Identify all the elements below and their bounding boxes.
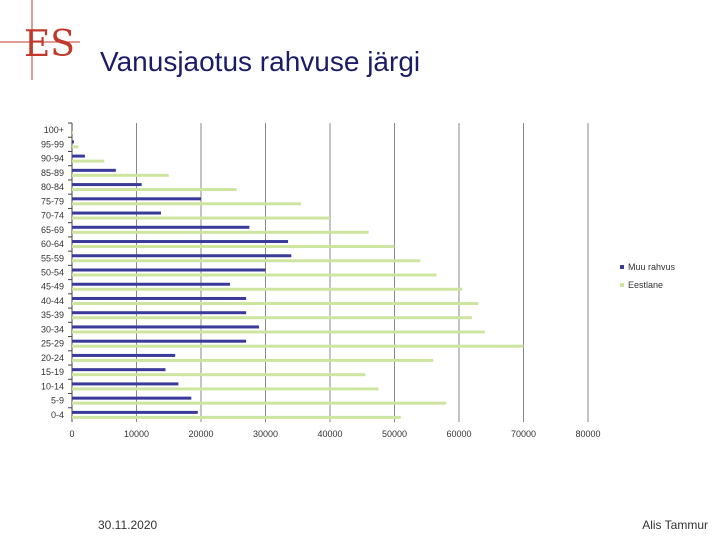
bar-eestlane: [72, 202, 301, 206]
x-tick-label: 20000: [188, 429, 213, 439]
bar-muu-rahvus: [72, 282, 231, 286]
footer-date: 30.11.2020: [98, 518, 158, 532]
bar-eestlane: [72, 259, 421, 263]
bar-muu-rahvus: [72, 254, 292, 258]
bar-eestlane: [72, 373, 366, 377]
page-title: Vanusjaotus rahvuse järgi: [100, 46, 421, 77]
y-tick-label: 45-49: [41, 282, 64, 292]
y-tick-label: 60-64: [41, 239, 64, 249]
x-tick-label: 40000: [317, 429, 342, 439]
bar-muu-rahvus: [72, 211, 162, 215]
y-tick-label: 10-14: [41, 381, 64, 391]
y-tick-label: 100+: [44, 125, 64, 135]
bar-muu-rahvus: [72, 311, 247, 315]
bar-eestlane: [72, 245, 395, 249]
x-tick-label: 30000: [253, 429, 278, 439]
y-tick-label: 20-24: [41, 353, 64, 363]
x-tick-label: 70000: [511, 429, 536, 439]
y-tick-label: 50-54: [41, 268, 64, 278]
y-tick-label: 85-89: [41, 168, 64, 178]
bar-eestlane: [72, 273, 437, 277]
bar-eestlane: [72, 131, 74, 135]
bar-muu-rahvus: [72, 268, 266, 272]
y-tick-label: 65-69: [41, 225, 64, 235]
footer-author: Alis Tammur: [642, 518, 708, 532]
legend-label: Eestlane: [628, 280, 663, 290]
bar-eestlane: [72, 287, 463, 291]
legend-label: Muu rahvus: [628, 262, 676, 272]
y-tick-label: 25-29: [41, 339, 64, 349]
bar-muu-rahvus: [72, 140, 74, 144]
bar-muu-rahvus: [72, 325, 260, 329]
x-tick-label: 80000: [575, 429, 600, 439]
bar-eestlane: [72, 401, 447, 405]
y-tick-label: 5-9: [51, 396, 64, 406]
bar-muu-rahvus: [72, 197, 201, 201]
y-tick-label: 95-99: [41, 139, 64, 149]
x-tick-label: 0: [69, 429, 74, 439]
y-tick-label: 70-74: [41, 211, 64, 221]
bar-muu-rahvus: [72, 154, 85, 158]
x-tick-label: 10000: [124, 429, 149, 439]
legend-swatch: [620, 265, 624, 269]
y-tick-label: 40-44: [41, 296, 64, 306]
bar-eestlane: [72, 159, 105, 163]
y-tick-label: 35-39: [41, 310, 64, 320]
x-tick-label: 60000: [446, 429, 471, 439]
y-tick-label: 75-79: [41, 196, 64, 206]
y-tick-label: 55-59: [41, 253, 64, 263]
bar-eestlane: [72, 387, 379, 391]
bar-muu-rahvus: [72, 240, 289, 244]
y-tick-label: 30-34: [41, 324, 64, 334]
bar-eestlane: [72, 301, 479, 305]
logo-icon: ES: [0, 0, 80, 80]
bar-muu-rahvus: [72, 183, 142, 187]
legend-swatch: [620, 283, 624, 287]
bar-eestlane: [72, 216, 330, 220]
y-tick-label: 0-4: [51, 410, 64, 420]
bar-muu-rahvus: [72, 168, 116, 172]
bar-muu-rahvus: [72, 410, 198, 414]
bar-eestlane: [72, 316, 472, 320]
bar-muu-rahvus: [72, 353, 176, 357]
bar-eestlane: [72, 358, 434, 362]
bar-eestlane: [72, 415, 401, 419]
x-tick-label: 50000: [382, 429, 407, 439]
bar-eestlane: [72, 330, 485, 334]
y-tick-label: 80-84: [41, 182, 64, 192]
y-tick-label: 90-94: [41, 154, 64, 164]
bar-eestlane: [72, 145, 79, 149]
bar-muu-rahvus: [72, 382, 179, 386]
bar-muu-rahvus: [72, 296, 247, 300]
bar-eestlane: [72, 230, 369, 234]
svg-text:ES: ES: [24, 24, 75, 65]
bar-muu-rahvus: [72, 368, 166, 372]
bar-muu-rahvus: [72, 339, 247, 343]
bar-muu-rahvus: [72, 225, 250, 229]
bar-eestlane: [72, 188, 237, 192]
bar-muu-rahvus: [72, 396, 192, 400]
bar-eestlane: [72, 344, 524, 348]
y-tick-label: 15-19: [41, 367, 64, 377]
bar-eestlane: [72, 173, 169, 177]
